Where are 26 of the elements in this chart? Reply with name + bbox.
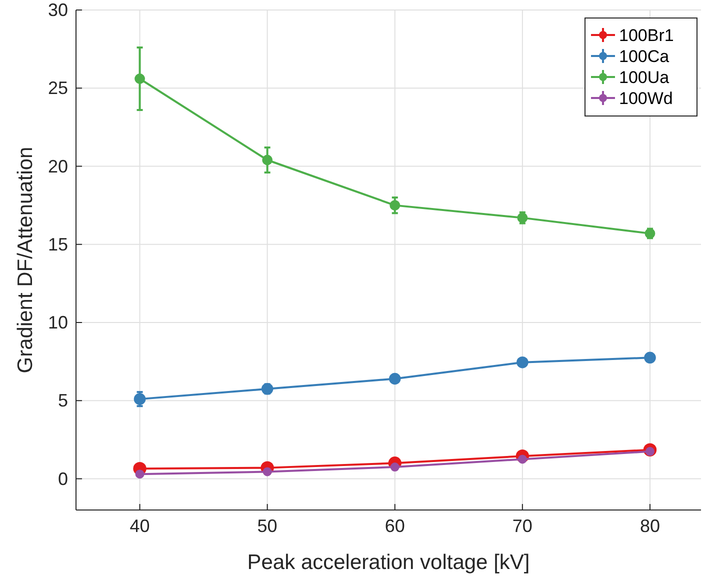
x-tick-label: 80 — [640, 516, 660, 536]
point — [388, 372, 401, 385]
point — [134, 393, 146, 405]
x-tick-label: 60 — [384, 516, 405, 536]
legend-label: 100Ca — [619, 47, 670, 66]
y-tick-label: 20 — [48, 156, 68, 176]
point — [135, 470, 144, 479]
legend-label: 100Br1 — [619, 26, 674, 45]
point — [134, 74, 145, 84]
y-tick-label: 0 — [58, 468, 68, 489]
point — [390, 200, 400, 211]
point — [644, 352, 656, 364]
y-tick-label: 10 — [48, 312, 68, 332]
x-tick-label: 50 — [257, 516, 278, 536]
x-tick-label: 70 — [512, 516, 532, 536]
legend-label: 100Ua — [619, 68, 670, 87]
y-tick-label: 5 — [58, 390, 68, 411]
point — [516, 356, 528, 368]
point — [262, 154, 273, 166]
x-tick-label: 40 — [130, 516, 150, 536]
y-tick-label: 25 — [48, 78, 68, 98]
y-tick-label: 30 — [48, 0, 68, 20]
legend-label: 100Wd — [619, 89, 673, 108]
y-tick-label: 15 — [48, 234, 68, 254]
x-axis-title: Peak acceleration voltage [kV] — [247, 551, 530, 574]
y-axis-title: Gradient DF/Attenuation — [14, 146, 37, 374]
